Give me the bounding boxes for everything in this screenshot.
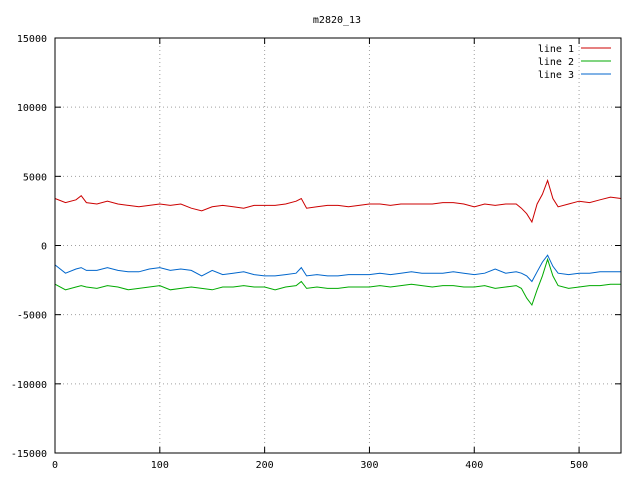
y-tick-label: -5000 [17, 311, 47, 322]
axis-ticks: 0 100 200 300 400 500 -15000 -10000 -5000 0 5000 10… [11, 34, 621, 471]
legend: line 1 line 2 line 3 [538, 44, 611, 81]
chart-title: m2820_13 [313, 15, 361, 26]
series-lines [54, 178, 622, 307]
y-tick-label: 15000 [17, 34, 47, 45]
y-tick-label: 10000 [17, 103, 47, 114]
series-line-2 [54, 257, 621, 307]
legend-label: line 2 [538, 57, 574, 68]
y-tick-label: -10000 [11, 380, 47, 391]
x-tick-label: 300 [360, 460, 378, 471]
x-tick-label: 100 [151, 460, 169, 471]
y-tick-label: 0 [41, 242, 47, 253]
legend-label: line 3 [538, 70, 574, 81]
x-tick-label: 500 [570, 460, 588, 471]
x-tick-label: 200 [256, 460, 274, 471]
y-tick-label: 5000 [23, 172, 47, 183]
y-tick-label: -15000 [11, 449, 47, 460]
legend-label: line 1 [538, 44, 574, 55]
series-line-3 [54, 254, 621, 283]
plot-frame [54, 37, 622, 454]
x-tick-label: 0 [52, 460, 58, 471]
series-line-1 [54, 178, 622, 224]
x-tick-label: 400 [465, 460, 483, 471]
